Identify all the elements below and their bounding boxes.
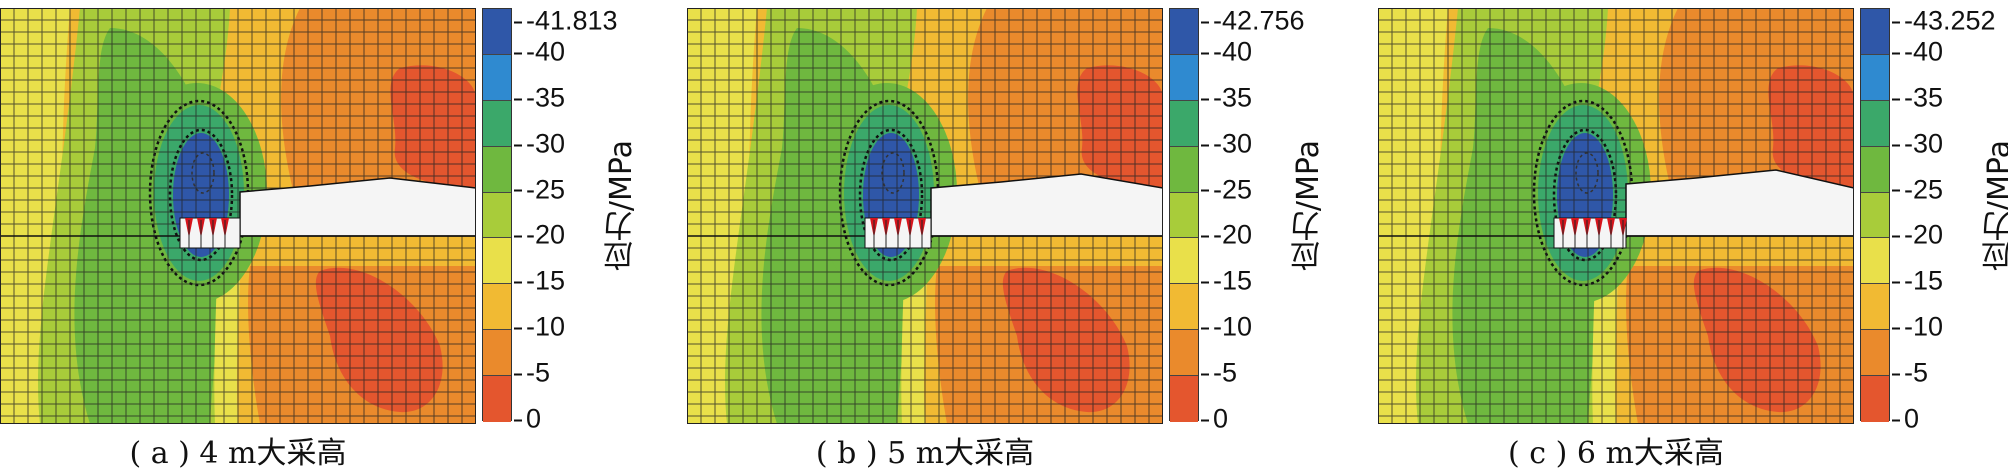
- colorbar-tick-label: -25: [1892, 176, 1943, 203]
- colorbar-max-label: -42.756: [1201, 7, 1305, 35]
- colorbar-tick-label: -25: [514, 176, 565, 203]
- colorbar-segment: [483, 330, 511, 376]
- colorbar-tick-label: -20: [1892, 221, 1943, 249]
- panel-caption: ( c ) 6 m大采高: [1508, 436, 1724, 471]
- colorbar-segment: [1861, 146, 1889, 193]
- stress-contour-plot: [1378, 8, 1854, 424]
- colorbar-segment: [1861, 9, 1889, 55]
- colorbar: [482, 8, 512, 422]
- colorbar-ticks: -43.252 -40 -35 -30 -25 -20 -15 -10 -5 0: [1892, 7, 2008, 432]
- colorbar-tick-label: -15: [1201, 267, 1252, 295]
- goaf-void: [1625, 169, 1854, 237]
- colorbar-segment: [1170, 376, 1198, 422]
- colorbar-segment: [483, 238, 511, 285]
- goaf-void: [239, 177, 476, 237]
- colorbar-segment: [1170, 146, 1198, 193]
- contour-band-red-lower: [315, 267, 443, 413]
- contour-band-red-upper: [1768, 65, 1854, 188]
- colorbar-tick-label: -20: [514, 221, 565, 249]
- colorbar-segment: [483, 54, 511, 101]
- colorbar-segment: [1170, 330, 1198, 376]
- colorbar-ticks: -41.813 -40 -35 -30 -25 -20 -15 -10 -5 0: [514, 7, 644, 432]
- colorbar-segment: [1861, 192, 1889, 239]
- colorbar-tick-label: -35: [1201, 84, 1252, 111]
- colorbar-segment: [1170, 238, 1198, 285]
- colorbar: [1860, 8, 1890, 422]
- colorbar-tick-label: 0: [514, 405, 541, 433]
- stress-panel-a: -41.813 -40 -35 -30 -25 -20 -15 -10 -5 0 应力/MPa …: [0, 0, 690, 471]
- colorbar-tick-label: -30: [514, 130, 565, 157]
- colorbar-tick-label: -5: [1201, 359, 1237, 387]
- colorbar-segment: [1861, 330, 1889, 376]
- colorbar-tick-label: -30: [1892, 130, 1943, 157]
- colorbar-unit-label: 应力/MPa: [1982, 140, 2008, 272]
- stress-boundary-core: [881, 152, 905, 194]
- stress-boundary-inner: [858, 128, 924, 262]
- colorbar-segment: [1170, 100, 1198, 147]
- colorbar-segment: [1170, 284, 1198, 331]
- goaf-void: [930, 173, 1163, 237]
- colorbar-segment: [483, 100, 511, 147]
- colorbar-segment: [1861, 284, 1889, 331]
- colorbar-unit-label: 应力/MPa: [604, 140, 639, 272]
- colorbar-tick-label: -15: [1892, 267, 1943, 295]
- colorbar-max-label: -43.252: [1892, 7, 1996, 35]
- colorbar-tick-label: -25: [1201, 176, 1252, 203]
- colorbar-tick-label: 0: [1892, 405, 1919, 433]
- stress-panel-b: -42.756 -40 -35 -30 -25 -20 -15 -10 -5 0 应力/MPa …: [687, 0, 1377, 471]
- contour-band-red-upper: [390, 65, 476, 188]
- stress-boundary-core: [1575, 152, 1599, 194]
- contour-band-red-upper: [1077, 65, 1163, 188]
- colorbar: [1169, 8, 1199, 422]
- colorbar-unit-label: 应力/MPa: [1291, 140, 1326, 272]
- mesh-grid: [1378, 8, 1854, 424]
- stress-contour-plot: [687, 8, 1163, 424]
- colorbar-tick-label: -40: [1892, 38, 1943, 65]
- stress-boundary-inner: [168, 128, 234, 262]
- stress-boundary-core: [191, 152, 215, 194]
- colorbar-tick-label: -10: [1892, 313, 1943, 341]
- colorbar-tick-label: -5: [1892, 359, 1928, 387]
- plot-frame: [687, 8, 1163, 424]
- stress-contour-plot: [0, 8, 476, 424]
- contour-band-red-lower: [1693, 267, 1821, 413]
- panel-caption: ( a ) 4 m大采高: [129, 436, 347, 471]
- colorbar-segment: [483, 192, 511, 239]
- colorbar-segment: [1170, 54, 1198, 101]
- colorbar-tick-label: -10: [1201, 313, 1252, 341]
- colorbar-segment: [1170, 192, 1198, 239]
- mesh-grid: [0, 8, 476, 424]
- colorbar-segment: [1861, 100, 1889, 147]
- colorbar-tick-label: -30: [1201, 130, 1252, 157]
- stress-panel-c: -43.252 -40 -35 -30 -25 -20 -15 -10 -5 0 应力/MPa …: [1378, 0, 2008, 471]
- colorbar-tick-label: -35: [514, 84, 565, 111]
- colorbar-segment: [483, 376, 511, 422]
- plot-frame: [0, 8, 476, 424]
- colorbar-max-label: -41.813: [514, 7, 618, 35]
- colorbar-tick-label: -40: [514, 38, 565, 65]
- colorbar-tick-label: -5: [514, 359, 550, 387]
- colorbar-tick-label: 0: [1201, 405, 1228, 433]
- colorbar-segment: [1861, 376, 1889, 422]
- plot-frame: [1378, 8, 1854, 424]
- colorbar-tick-label: -35: [1892, 84, 1943, 111]
- colorbar-tick-label: -20: [1201, 221, 1252, 249]
- colorbar-segment: [1861, 54, 1889, 101]
- panel-caption: ( b ) 5 m大采高: [815, 436, 1035, 471]
- colorbar-segment: [483, 146, 511, 193]
- colorbar-tick-label: -10: [514, 313, 565, 341]
- colorbar-segment: [1170, 9, 1198, 55]
- colorbar-segment: [1861, 238, 1889, 285]
- colorbar-tick-label: -15: [514, 267, 565, 295]
- colorbar-ticks: -42.756 -40 -35 -30 -25 -20 -15 -10 -5 0: [1201, 7, 1331, 432]
- colorbar-segment: [483, 9, 511, 55]
- contour-band-red-lower: [1002, 267, 1130, 413]
- colorbar-segment: [483, 284, 511, 331]
- colorbar-tick-label: -40: [1201, 38, 1252, 65]
